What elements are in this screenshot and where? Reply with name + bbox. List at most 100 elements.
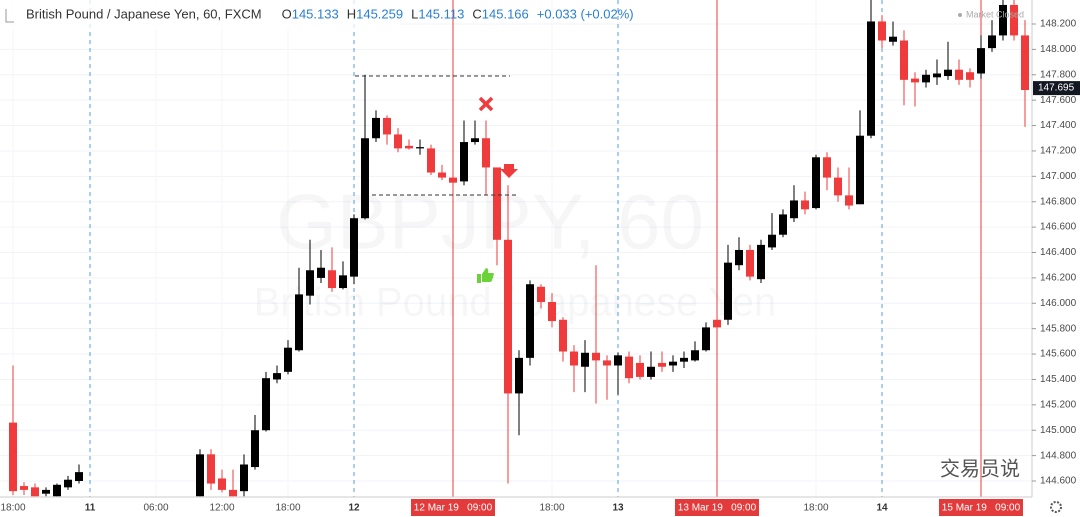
- candle-body: [449, 177, 457, 183]
- candle-body: [823, 157, 831, 178]
- x-highlight-label: 12 Mar 19 09:00: [414, 503, 493, 514]
- candle-body: [42, 489, 50, 494]
- x-tick-label: 11: [85, 503, 96, 514]
- x-tick-label: 13: [612, 503, 624, 514]
- last-price-box: [1033, 81, 1080, 96]
- candle-body: [515, 357, 523, 394]
- candle-body: [196, 454, 204, 497]
- y-tick-label: 146.600: [1040, 222, 1077, 233]
- candle-body: [504, 239, 512, 394]
- ohlc-label: L: [411, 6, 418, 21]
- candle-body: [900, 40, 908, 80]
- credit: 交易员说: [940, 457, 1020, 480]
- legend-bg: [0, 0, 400, 30]
- candle-body: [856, 135, 864, 205]
- y-tick-label: 145.600: [1040, 349, 1077, 360]
- candle-body: [240, 464, 248, 492]
- arrow-down-marker: [500, 164, 518, 178]
- candle-body: [636, 362, 644, 377]
- candle-body: [460, 142, 468, 182]
- candle-body: [471, 138, 479, 143]
- last-price-label: 147.695: [1038, 83, 1075, 94]
- x-highlight-box: [675, 499, 759, 516]
- candle-body: [691, 350, 699, 361]
- candle-body: [680, 357, 688, 362]
- candle-body: [702, 327, 710, 351]
- y-tick-label: 145.400: [1040, 374, 1077, 385]
- candle-body: [570, 351, 578, 366]
- y-tick-label: 145.800: [1040, 323, 1077, 334]
- candle-body: [383, 117, 391, 135]
- ohlc-label: C: [472, 6, 481, 21]
- ohlc-value: 145.133: [292, 6, 339, 21]
- candle-body: [350, 218, 358, 277]
- candle-body: [746, 249, 754, 277]
- settings-icon[interactable]: [1050, 501, 1062, 513]
- candle-body: [801, 200, 809, 210]
- candle-body: [724, 262, 732, 320]
- candle-body: [306, 270, 314, 296]
- y-tick-label: 146.000: [1040, 298, 1077, 309]
- candle-body: [944, 69, 952, 77]
- status-dot: [958, 13, 962, 17]
- candle-body: [548, 302, 556, 322]
- candle-body: [581, 352, 589, 367]
- grid: [0, 0, 1032, 497]
- candle-body: [911, 78, 919, 83]
- candle-body: [328, 270, 336, 289]
- candle-body: [757, 244, 765, 280]
- candle-body: [295, 294, 303, 351]
- candle-body: [427, 148, 435, 173]
- candle-body: [735, 249, 743, 266]
- candles: [9, 0, 1029, 497]
- time-axis-bg: [0, 497, 1032, 517]
- x-tick-label: 14: [876, 503, 888, 514]
- y-tick-label: 146.200: [1040, 273, 1077, 284]
- y-tick-label: 144.800: [1040, 450, 1077, 461]
- candle-body: [867, 21, 875, 136]
- y-tick-label: 147.200: [1040, 146, 1077, 157]
- candle-body: [603, 360, 611, 366]
- candle-body: [790, 200, 798, 219]
- x-tick-label: 06:00: [143, 503, 168, 514]
- candle-body: [779, 214, 787, 235]
- y-tick-label: 147.800: [1040, 69, 1077, 80]
- candle-body: [64, 479, 72, 488]
- candle-body: [207, 454, 215, 484]
- y-tick-label: 147.400: [1040, 120, 1077, 131]
- candle-body: [394, 134, 402, 149]
- y-tick-label: 145.000: [1040, 425, 1077, 436]
- candle-body: [218, 478, 226, 490]
- candle-body: [361, 138, 369, 219]
- candle-body: [878, 21, 886, 41]
- candle-body: [537, 286, 545, 303]
- x-tick-label: 18:00: [539, 503, 564, 514]
- candle-body: [20, 486, 28, 490]
- x-highlight-label: 15 Mar 19 09:00: [942, 503, 1021, 514]
- candle-body: [339, 275, 347, 289]
- candle-body: [999, 4, 1007, 36]
- candle-body: [922, 74, 930, 83]
- candle-body: [482, 138, 490, 168]
- candle-body: [75, 472, 83, 482]
- x-tick-label: 12:00: [209, 503, 234, 514]
- candle-body: [438, 172, 446, 178]
- y-tick-label: 144.600: [1040, 476, 1077, 487]
- candle-body: [317, 267, 325, 278]
- candle-body: [647, 366, 655, 377]
- icon: [5, 9, 14, 23]
- y-tick-label: 148.000: [1040, 44, 1077, 55]
- change: +0.033 (+0.02%): [537, 6, 634, 21]
- ohlc-label: H: [347, 6, 356, 21]
- candle-body: [53, 484, 61, 497]
- x-tick-label: 18:00: [803, 503, 828, 514]
- candle-body: [713, 319, 721, 328]
- candle-body: [559, 319, 567, 352]
- candle-body: [273, 373, 281, 380]
- y-tick-label: 146.400: [1040, 247, 1077, 258]
- candle-body: [592, 352, 600, 361]
- candle-body: [372, 117, 380, 139]
- y-tick-label: 147.000: [1040, 171, 1077, 182]
- x-tick-label: 18:00: [0, 503, 25, 514]
- candle-body: [768, 234, 776, 248]
